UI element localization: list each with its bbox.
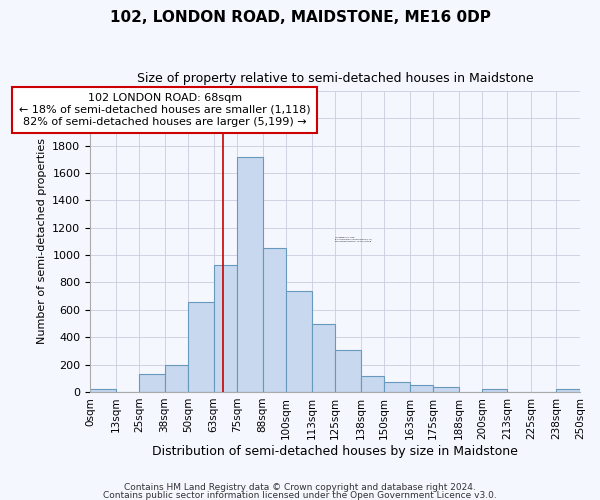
- Bar: [90, 388, 116, 392]
- Bar: [164, 364, 188, 392]
- Bar: [188, 302, 214, 392]
- X-axis label: Distribution of semi-detached houses by size in Maidstone: Distribution of semi-detached houses by …: [152, 444, 518, 458]
- Bar: [433, 387, 458, 392]
- Text: 102, LONDON ROAD, MAIDSTONE, ME16 0DP: 102, LONDON ROAD, MAIDSTONE, ME16 0DP: [110, 10, 490, 25]
- Bar: [482, 388, 508, 392]
- Bar: [263, 248, 286, 392]
- Text: Contains HM Land Registry data © Crown copyright and database right 2024.: Contains HM Land Registry data © Crown c…: [124, 484, 476, 492]
- Bar: [214, 266, 237, 392]
- Bar: [556, 389, 580, 392]
- Text: 102 LONDON ROAD: 68sqm
← 18% of semi-detached houses are smaller (1,118)
82% of : 102 LONDON ROAD: 68sqm ← 18% of semi-det…: [335, 236, 372, 242]
- Bar: [139, 374, 164, 392]
- Title: Size of property relative to semi-detached houses in Maidstone: Size of property relative to semi-detach…: [137, 72, 533, 86]
- Bar: [237, 156, 263, 392]
- Bar: [384, 382, 410, 392]
- Text: 102 LONDON ROAD: 68sqm
← 18% of semi-detached houses are smaller (1,118)
82% of : 102 LONDON ROAD: 68sqm ← 18% of semi-det…: [19, 94, 310, 126]
- Bar: [361, 376, 384, 392]
- Bar: [311, 324, 335, 392]
- Bar: [335, 350, 361, 392]
- Bar: [410, 385, 433, 392]
- Y-axis label: Number of semi-detached properties: Number of semi-detached properties: [37, 138, 47, 344]
- Text: Contains public sector information licensed under the Open Government Licence v3: Contains public sector information licen…: [103, 490, 497, 500]
- Bar: [286, 292, 311, 392]
